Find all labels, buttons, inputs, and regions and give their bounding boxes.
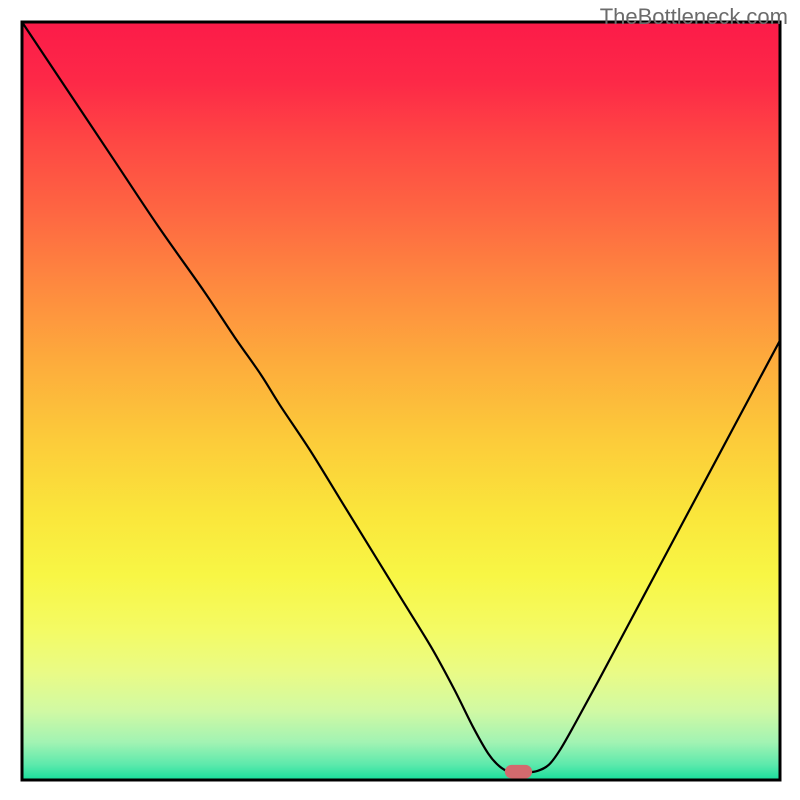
chart-svg [0,0,800,800]
plot-area [22,22,780,780]
optimal-marker [505,765,532,779]
bottleneck-chart: TheBottleneck.com [0,0,800,800]
